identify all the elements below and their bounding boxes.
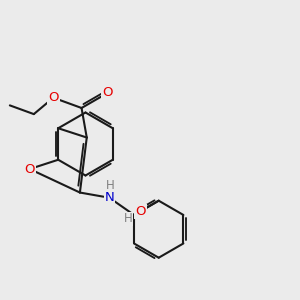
Text: N: N: [105, 191, 114, 204]
Text: O: O: [48, 91, 58, 104]
Text: H: H: [106, 179, 114, 192]
Text: H: H: [124, 212, 132, 225]
Text: O: O: [102, 86, 113, 100]
Text: O: O: [135, 205, 146, 218]
Text: O: O: [24, 163, 35, 176]
